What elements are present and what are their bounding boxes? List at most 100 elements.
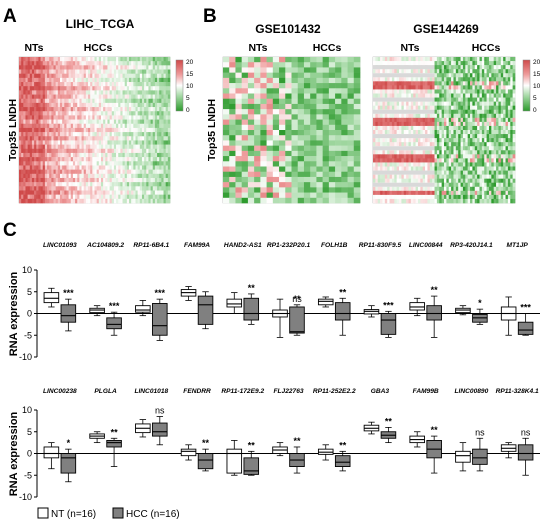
heatmap-cell (68, 177, 72, 183)
heatmap-cell (139, 111, 143, 116)
heatmap-cell (322, 77, 330, 84)
heatmap-cell (403, 85, 407, 90)
heatmap-cell (70, 177, 74, 183)
heatmap-cell (49, 186, 52, 191)
heatmap-cell (90, 98, 93, 104)
heatmap-cell (347, 93, 355, 100)
heatmap-cell (27, 136, 31, 141)
heatmap-cell (146, 111, 149, 116)
heatmap-cell (144, 69, 147, 74)
heatmap-cell (118, 90, 121, 95)
heatmap-cell (40, 132, 44, 137)
heatmap-cell (113, 94, 117, 100)
heatmap-cell (161, 132, 164, 137)
heatmap-cell (235, 171, 242, 178)
heatmap-cell (133, 98, 136, 104)
heatmap-cell (353, 57, 361, 63)
heatmap-cell (436, 138, 440, 143)
heatmap-cell (335, 119, 342, 126)
heatmap-cell (79, 144, 82, 150)
heatmap-cell (154, 161, 158, 166)
heatmap-cell (500, 166, 504, 171)
heatmap-cell (165, 69, 169, 74)
heatmap-cell (396, 61, 400, 66)
heatmap-cell (19, 73, 22, 79)
heatmap-cell (491, 113, 494, 119)
heatmap-cell (441, 77, 445, 82)
heatmap-cell (353, 124, 361, 131)
heatmap-gse144269 (372, 56, 516, 204)
heatmap-cell (62, 165, 65, 170)
heatmap-cell (341, 62, 348, 68)
heatmap-cell (406, 105, 409, 111)
heatmap-cell (107, 57, 110, 62)
heatmap-cell (55, 194, 59, 200)
heatmap-cell (434, 174, 438, 179)
heatmap-cell (285, 119, 292, 126)
heatmap-cell (235, 103, 242, 110)
heatmap-cell (70, 119, 74, 125)
heatmap-cell (417, 81, 421, 86)
heatmap-cell (146, 77, 149, 83)
heatmap-cell (34, 152, 37, 158)
heatmap-cell (44, 57, 48, 62)
heatmap-cell (439, 101, 442, 106)
heatmap-cell (133, 102, 136, 108)
heatmap-cell (53, 119, 56, 125)
heatmap-cell (36, 190, 39, 195)
heatmap-cell (439, 113, 442, 119)
heatmap-cell (310, 62, 317, 68)
heatmap-cell (98, 107, 102, 112)
heatmap-cell (103, 94, 106, 100)
heatmap-cell (503, 178, 506, 184)
heatmap-cell (373, 125, 376, 131)
heatmap-cell (303, 187, 311, 193)
heatmap-cell (493, 101, 497, 106)
heatmap-cell (57, 69, 61, 74)
heatmap-cell (479, 154, 483, 159)
heatmap-cell (465, 81, 468, 86)
heatmap-cell (427, 130, 431, 135)
heatmap-cell (96, 186, 100, 191)
heatmap-cell (460, 93, 464, 98)
heatmap-cell (377, 130, 381, 135)
heatmap-cell (154, 86, 158, 91)
heatmap-cell (223, 93, 230, 100)
heatmap-cell (113, 102, 117, 108)
heatmap-cell (129, 102, 132, 108)
heatmap-cell (107, 152, 110, 158)
heatmap-cell (118, 119, 121, 125)
heatmap-cell (148, 169, 151, 175)
heatmap-cell (31, 144, 35, 150)
heatmap-cell (75, 132, 78, 137)
heatmap-cell (34, 123, 37, 129)
heatmap-cell (144, 61, 147, 66)
heatmap-cell (436, 146, 440, 151)
heatmap-cell (444, 146, 447, 151)
heatmap-cell (19, 98, 22, 104)
heatmap-cell (161, 77, 164, 83)
heatmap-cell (105, 61, 108, 66)
heatmap-cell (455, 85, 459, 90)
heatmap-cell (500, 65, 504, 70)
heatmap-cell (448, 85, 452, 90)
heatmap-cell (148, 119, 151, 125)
heatmap-cell (96, 73, 100, 79)
heatmap-cell (36, 169, 39, 175)
heatmap-cell (448, 109, 452, 115)
heatmap-cell (472, 101, 476, 106)
heatmap-cell (460, 146, 464, 151)
heatmap-cell (72, 148, 76, 154)
heatmap-cell (310, 156, 317, 162)
heatmap-cell (129, 198, 132, 204)
heatmap-cell (474, 174, 478, 179)
heatmap-cell (111, 98, 115, 104)
heatmap-cell (133, 169, 136, 175)
heatmap-cell (77, 152, 80, 158)
heatmap-cell (484, 170, 487, 175)
heatmap-cell (139, 198, 143, 204)
heatmap-cell (120, 190, 123, 195)
heatmap-cell (375, 154, 379, 159)
heatmap-cell (154, 190, 158, 195)
heatmap-cell (399, 117, 402, 123)
